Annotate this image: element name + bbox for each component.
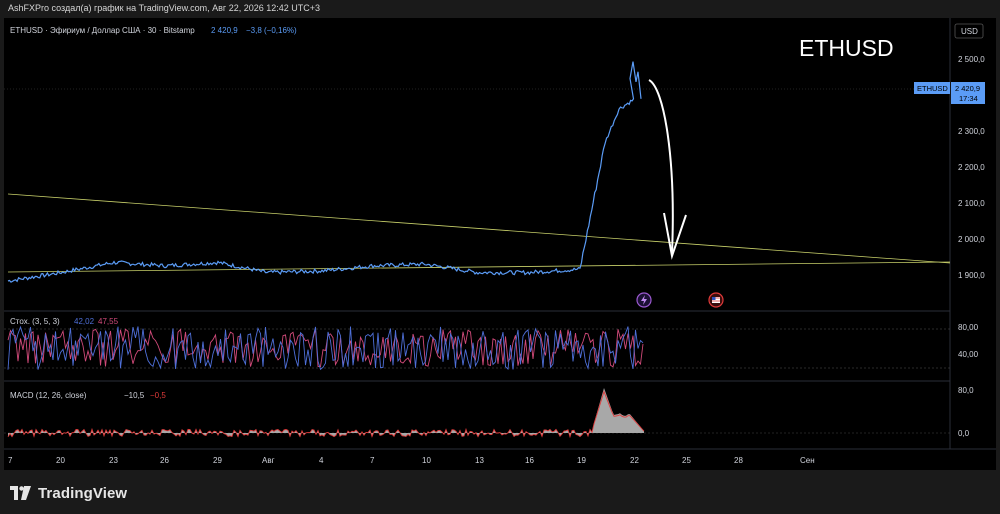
price-tick: 2 300,0 [958,127,985,136]
time-tick: 29 [213,456,222,465]
time-tick: 16 [525,456,534,465]
forecast-arrow[interactable] [648,79,674,254]
macd-tick: 0,0 [958,429,970,438]
tradingview-brand-text: TradingView [38,484,128,502]
symbol-change: −3,8 (−0,16%) [246,26,297,35]
macd-signal-value: −0,5 [150,391,166,400]
tradingview-logo-icon [10,486,31,500]
time-tick: 7 [370,456,375,465]
macd-value: −10,5 [124,391,145,400]
currency-button-label: USD [961,27,978,36]
time-tick: 22 [630,456,639,465]
time-tick: 7 [8,456,13,465]
stoch-k-line [7,325,644,371]
currency-button[interactable]: USD [954,23,984,39]
stoch-d-value: 47,55 [98,317,119,326]
price-tag-symbol: ETHUSD [917,84,948,93]
us-flag-event-icon[interactable] [708,292,724,308]
stoch-k-value: 42,02 [74,317,95,326]
lightning-event-icon[interactable] [636,292,652,308]
price-tick: 2 000,0 [958,235,985,244]
price-tick: 1 900,0 [958,271,985,280]
forecast-arrow-head [663,212,687,260]
chart-area[interactable]: ETHUSD · Эфириум / Доллар США · 30 · Bit… [4,18,996,470]
price-tag-value: 2 420,9 [955,84,980,93]
attribution-text: AshFXPro создал(а) график на TradingView… [8,3,321,13]
time-tick: 20 [56,456,65,465]
symbol-title[interactable]: ETHUSD · Эфириум / Доллар США · 30 · Bit… [10,26,195,35]
time-tick: 19 [577,456,586,465]
chart-svg[interactable]: ETHUSD · Эфириум / Доллар США · 30 · Bit… [4,18,996,470]
macd-histogram [8,388,644,437]
chart-big-label: ETHUSD [799,35,894,61]
stoch-tick: 40,00 [958,350,979,359]
time-tick: 23 [109,456,118,465]
price-tick: 2 100,0 [958,199,985,208]
time-tick: Сен [800,456,815,465]
time-tick: Авг [262,456,275,465]
trendline-horizontal[interactable] [7,261,951,273]
trendline-descending[interactable] [7,193,951,264]
macd-line [7,390,645,439]
price-tag-time: 17:34 [959,94,978,103]
tradingview-brand[interactable]: TradingView [10,483,127,503]
price-tick: 2 500,0 [958,55,985,64]
time-tick: 4 [319,456,324,465]
stoch-label[interactable]: Стох. (3, 5, 3) [10,317,60,326]
time-tick: 28 [734,456,743,465]
price-tick: 2 200,0 [958,163,985,172]
macd-label[interactable]: MACD (12, 26, close) [10,391,87,400]
macd-tick: 80,0 [958,386,974,395]
price-line [7,61,642,283]
time-tick: 13 [475,456,484,465]
last-price-tag: ETHUSD 2 420,9 17:34 [914,82,985,104]
time-tick: 25 [682,456,691,465]
time-tick: 26 [160,456,169,465]
symbol-price: 2 420,9 [211,26,238,35]
time-tick: 10 [422,456,431,465]
stoch-tick: 80,00 [958,323,979,332]
